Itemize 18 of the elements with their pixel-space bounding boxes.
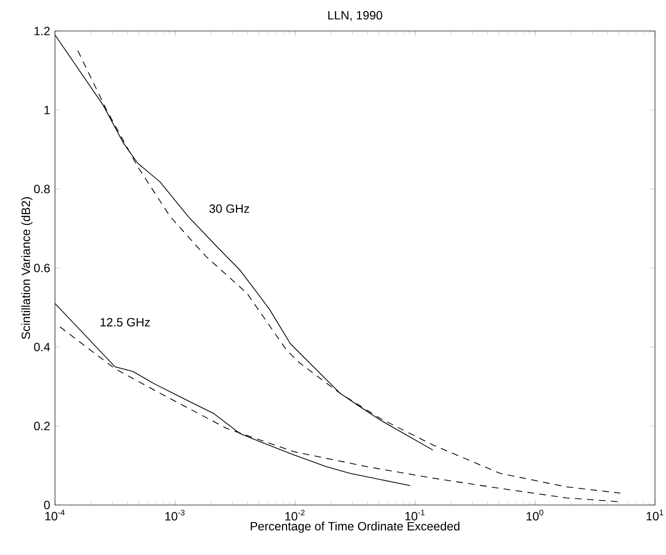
series-label: 12.5 GHz <box>100 318 150 326</box>
series-label: 30 GHz <box>209 204 250 213</box>
x-tick-label: 10$^{-4}$ <box>45 510 65 520</box>
x-tick-label: 10$^{-1}$ <box>405 510 425 520</box>
x-tick-label: 10$^{-3}$ <box>165 510 185 521</box>
y-tick-label: 0.6 <box>34 264 50 272</box>
y-tick-label: 0.2 <box>34 422 50 430</box>
x-axis-title: Percentage of Time Ordinate Exceeded <box>250 522 460 533</box>
y-tick-label: 1.2 <box>34 26 50 36</box>
y-tick-label: 0.4 <box>34 342 50 352</box>
y-tick-label: 0.8 <box>34 184 50 194</box>
y-tick-label: 1 <box>44 106 50 114</box>
x-tick-label: 10$^{1}$ <box>646 510 664 520</box>
x-tick-label: 10$^{0}$ <box>526 510 544 521</box>
y-tick-label: 0 <box>44 500 50 510</box>
chart-title: LLN, 1990 <box>328 11 382 21</box>
x-tick-label: 10$^{-2}$ <box>285 510 305 521</box>
y-axis-title: Scintillation Variance (dB2) <box>21 197 32 340</box>
